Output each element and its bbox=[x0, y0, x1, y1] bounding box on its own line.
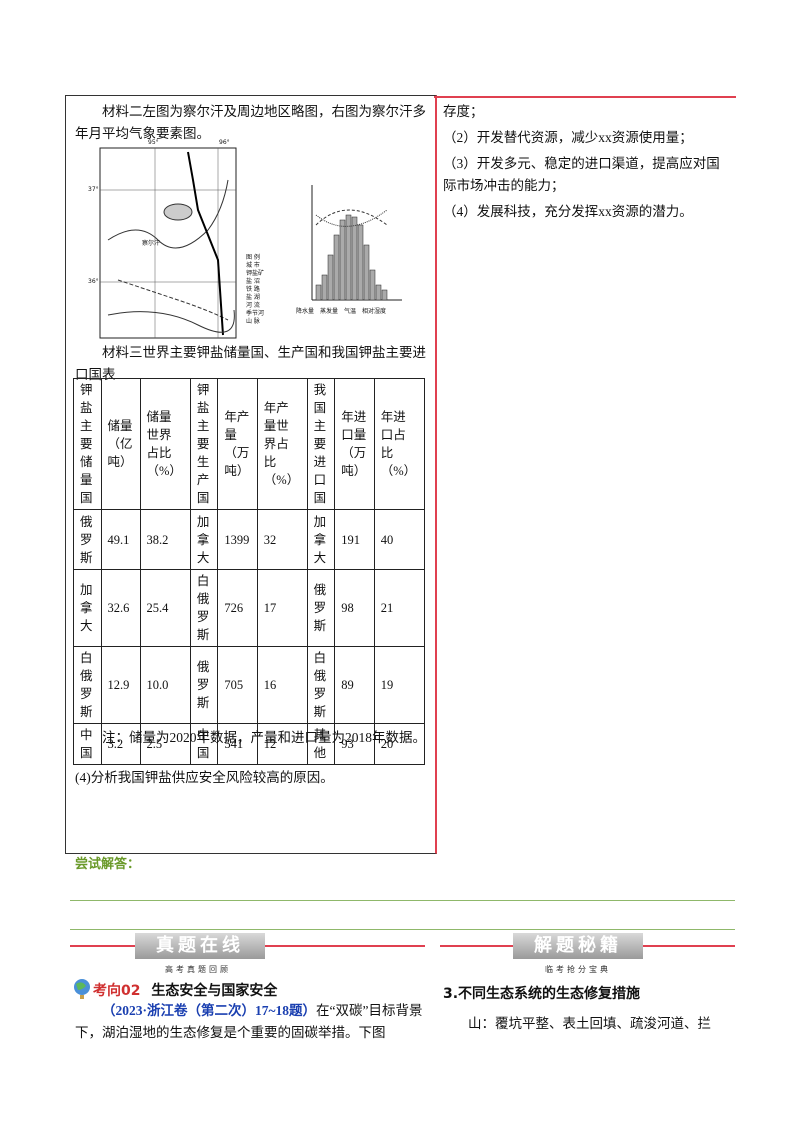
table-cell: 12.9 bbox=[100, 646, 141, 724]
banner-title: 真题在线 bbox=[135, 933, 265, 959]
question: (4)分析我国钾盐供应安全风险较高的原因。 bbox=[75, 770, 334, 785]
map bbox=[99, 147, 237, 339]
header-cell: 储量（亿吨） bbox=[100, 378, 141, 510]
right-heading: 3.不同生态系统的生态修复措施 bbox=[443, 986, 641, 1002]
table-row: 俄罗斯 49.1 38.2 加拿大 1399 32 加拿大 191 40 bbox=[73, 509, 426, 570]
table-cell: 中国 bbox=[189, 723, 219, 765]
right-text: 存度； （2）开发替代资源，减少xx资源使用量； （3）开发多元、稳定的进口渠道，提… bbox=[443, 101, 733, 227]
table-cell: 93 bbox=[334, 723, 375, 765]
legend-item: 蒸发量 bbox=[320, 308, 339, 315]
table-cell: 白俄罗斯 bbox=[306, 646, 336, 724]
climate-chart bbox=[311, 185, 402, 301]
table-cell: 32.6 bbox=[100, 569, 141, 647]
table-cell: 21 bbox=[373, 569, 426, 647]
globe-icon bbox=[74, 979, 90, 999]
table-cell: 加拿大 bbox=[306, 509, 336, 570]
question-text: 在“双碳”目标背景下，湖泊湿地的生态修复是个重要的固碳举措。下图 bbox=[75, 1003, 423, 1040]
map-label: 96° bbox=[219, 139, 230, 146]
left-box bbox=[65, 95, 437, 854]
header-cell: 钾盐主要生产国 bbox=[189, 378, 219, 510]
table-row: 白俄罗斯 12.9 10.0 俄罗斯 705 16 白俄罗斯 89 19 bbox=[73, 646, 426, 724]
table-cell: 38.2 bbox=[139, 509, 191, 570]
answer-label: 尝试解答： bbox=[75, 857, 141, 872]
right-line: （2）开发替代资源，减少xx资源使用量； bbox=[443, 130, 693, 145]
banner-title: 解题秘籍 bbox=[513, 933, 643, 959]
legend-item: 铁 路 bbox=[246, 286, 260, 293]
table-cell: 40 bbox=[373, 509, 426, 570]
map-legend: 城 市钾盐矿盐 沼铁 路盐 湖河 流季节河山 脉 bbox=[246, 262, 264, 326]
map-label: 95° bbox=[148, 139, 159, 146]
header-cell: 年进口占比（%） bbox=[373, 378, 426, 510]
table-cell: 白俄罗斯 bbox=[189, 569, 219, 647]
note: 注：储量为2020年数据，产量和进口量为2018年数据。 bbox=[102, 730, 426, 745]
map-label: 36° bbox=[88, 278, 99, 285]
header-cell: 年产量（万吨） bbox=[217, 378, 258, 510]
header-cell: 年产量世界占比（%） bbox=[256, 378, 308, 510]
table-cell: 25.4 bbox=[139, 569, 191, 647]
header-cell: 钾盐主要储量国 bbox=[73, 378, 102, 510]
legend-item: 相对湿度 bbox=[362, 308, 387, 315]
table-cell: 726 bbox=[217, 569, 258, 647]
header-cell: 我国主要进口国 bbox=[306, 378, 336, 510]
right-line: （4）发展科技，充分发挥xx资源的潜力。 bbox=[443, 204, 693, 219]
legend-item: 盐 沼 bbox=[246, 278, 260, 285]
question-source: （2023·浙江卷（第二次）17~18题） bbox=[102, 1003, 317, 1018]
table-cell: 10.0 bbox=[139, 646, 191, 724]
answer-line bbox=[70, 929, 735, 930]
table-cell: 89 bbox=[334, 646, 375, 724]
table-cell: 19 bbox=[373, 646, 426, 724]
table-cell: 2.5 bbox=[139, 723, 191, 765]
table-cell: 白俄罗斯 bbox=[73, 646, 102, 724]
table-row: 中国 3.2 2.5 中国 541 12 其他 93 20 bbox=[73, 723, 426, 765]
table-cell: 541 bbox=[217, 723, 258, 765]
table-cell: 俄罗斯 bbox=[73, 509, 102, 570]
table-cell: 3.2 bbox=[100, 723, 141, 765]
header-cell: 年进口量（万吨） bbox=[334, 378, 375, 510]
legend-title: 图 例 bbox=[246, 254, 260, 261]
table-cell: 98 bbox=[334, 569, 375, 647]
legend-item: 降水量 bbox=[296, 308, 315, 315]
header-cell: 储量世界占比（%） bbox=[139, 378, 191, 510]
legend-item: 山 脉 bbox=[246, 318, 260, 325]
table-cell: 32 bbox=[256, 509, 308, 570]
chart-legend: 降水量 蒸发量 气温 相对湿度 bbox=[296, 306, 416, 315]
table-cell: 20 bbox=[373, 723, 426, 765]
banner-subtitle: 临考抢分宝典 bbox=[545, 965, 611, 974]
legend-item: 季节河 bbox=[246, 310, 265, 317]
red-rule bbox=[434, 96, 736, 98]
data-table: 钾盐主要储量国 储量（亿吨） 储量世界占比（%） 钾盐主要生产国 年产量（万吨） 年产量世… bbox=[73, 378, 426, 765]
header-row: 钾盐主要储量国 储量（亿吨） 储量世界占比（%） 钾盐主要生产国 年产量（万吨） 年产量世… bbox=[73, 378, 426, 510]
legend-item: 城 市 bbox=[246, 262, 260, 269]
right-body: 山：覆坑平整、表土回填、疏浚河道、拦 bbox=[468, 1016, 711, 1031]
table-cell: 加拿大 bbox=[73, 569, 102, 647]
table-cell: 12 bbox=[256, 723, 308, 765]
legend-item: 河 流 bbox=[246, 302, 260, 309]
table-cell: 俄罗斯 bbox=[189, 646, 219, 724]
table-cell: 705 bbox=[217, 646, 258, 724]
legend-item: 钾盐矿 bbox=[246, 270, 265, 277]
material2: 材料二左图为察尔汗及周边地区略图，右图为察尔汗多年月平均气象要素图。 bbox=[75, 104, 426, 141]
section-tag: 考向02 bbox=[93, 983, 141, 999]
table-cell: 49.1 bbox=[100, 509, 141, 570]
table-row: 加拿大 32.6 25.4 白俄罗斯 726 17 俄罗斯 98 21 bbox=[73, 569, 426, 647]
section-title: 生态安全与国家安全 bbox=[151, 983, 278, 999]
table-cell: 俄罗斯 bbox=[306, 569, 336, 647]
right-line: （3）开发多元、稳定的进口渠道，提高应对国际市场冲击的能力； bbox=[443, 156, 720, 193]
legend-item: 盐 湖 bbox=[246, 294, 260, 301]
map-label: 37° bbox=[88, 186, 99, 193]
table-cell: 191 bbox=[334, 509, 375, 570]
table-cell: 加拿大 bbox=[189, 509, 219, 570]
legend-item: 气温 bbox=[344, 308, 357, 315]
banner-subtitle: 高考真题回顾 bbox=[165, 965, 231, 974]
table-cell: 16 bbox=[256, 646, 308, 724]
map-label: 察尔汗 bbox=[142, 240, 161, 247]
answer-line bbox=[70, 900, 735, 901]
right-line: 存度； bbox=[443, 104, 484, 119]
table-cell: 17 bbox=[256, 569, 308, 647]
table-cell: 1399 bbox=[217, 509, 258, 570]
